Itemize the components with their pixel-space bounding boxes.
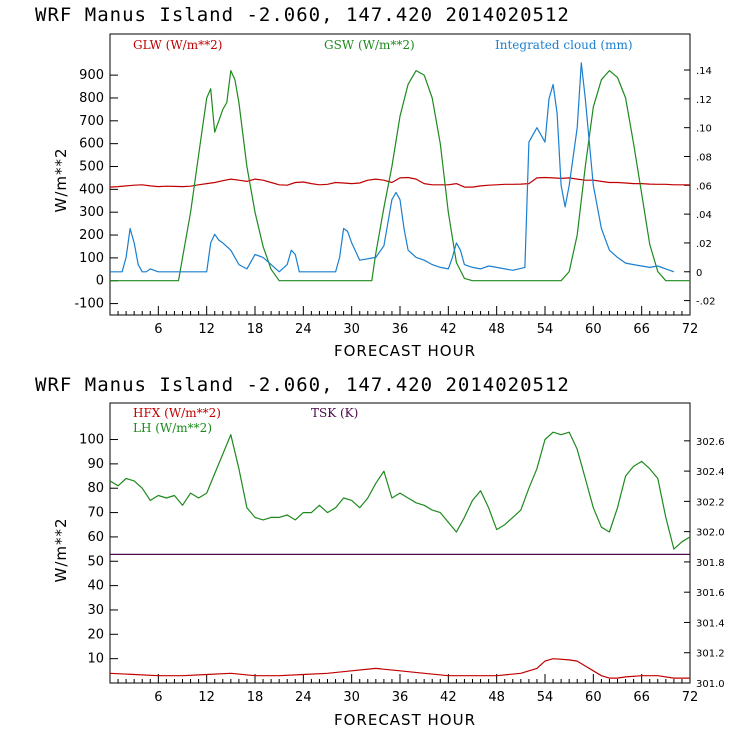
legend-integrated-cloud: Integrated cloud (mm) [495,38,633,52]
y2-tick-label: .02 [696,239,712,250]
x-axis: 6 12 18 24 30 36 42 48 54 60 66 72 [117,306,699,337]
x-tick-label: 60 [585,322,602,337]
y-tick-label: 80 [87,481,104,496]
series-group [109,62,690,282]
x-tick-label: 48 [488,690,505,705]
x-tick-label: 18 [247,322,264,337]
right-y-axis: -.02 0 .02 .04 .06 .08 .10 .12 .14 [684,66,716,308]
series-line-0 [109,176,690,188]
y-axis: -100 0 100 200 300 400 500 600 700 800 900 [74,68,118,312]
y2-tick-label: .14 [696,66,712,77]
series-line-1 [110,69,690,282]
y-tick-label: -100 [74,297,104,312]
y2-tick-label: 301.0 [696,679,725,690]
legend-hfx: HFX (W/m**2) [133,406,221,420]
x-tick-label: 54 [537,690,554,705]
radiation-cloud-chart: WRF Manus Island -2.060, 147.420 2014020… [35,4,716,360]
y2-tick-label: 302.2 [696,497,725,508]
y-axis-label: W/m**2 [52,147,70,212]
legend-glw: GLW (W/m**2) [133,38,222,52]
x-tick-label: 24 [295,322,312,337]
series-line-1 [109,431,691,550]
series-line-2 [110,62,675,273]
right-y-axis: 301.0 301.2 301.4 301.6 301.8 302.0 302.2 302.4… [684,437,725,690]
x-tick-label: 30 [343,322,360,337]
y2-tick-label: .04 [696,210,712,221]
flux-skin-temp-chart: WRF Manus Island -2.060, 147.420 2014020… [35,374,725,729]
legend-gsw: GSW (W/m**2) [324,38,415,52]
x-tick-label: 6 [154,322,162,337]
plot-frame [109,33,691,316]
y2-tick-label: .10 [696,124,712,135]
y2-tick-label: 301.2 [696,649,725,660]
x-axis: 6 12 18 24 30 36 42 48 54 60 66 72 [117,674,699,705]
y-tick-label: 100 [79,251,104,266]
x-tick-label: 24 [295,690,312,705]
y2-tick-label: 302.6 [696,437,725,448]
legend-lh: LH (W/m**2) [133,421,212,435]
series-line-0 [109,658,690,679]
x-tick-label: 48 [488,322,505,337]
y-tick-label: 0 [96,274,104,289]
y2-tick-label: 301.8 [696,558,725,569]
chart-title: WRF Manus Island -2.060, 147.420 2014020… [35,374,570,396]
x-tick-label: 36 [392,690,409,705]
y-tick-label: 40 [87,579,104,594]
y-tick-label: 800 [79,91,104,106]
y2-tick-label: .12 [696,95,712,106]
plot-frame [109,402,691,684]
y-tick-label: 70 [87,506,104,521]
x-tick-label: 12 [198,690,215,705]
y2-tick-label: .06 [696,181,712,192]
y2-tick-label: 301.4 [696,618,725,629]
y-tick-label: 600 [79,137,104,152]
x-tick-label: 18 [247,690,264,705]
y-tick-label: 10 [87,652,104,667]
y-tick-label: 500 [79,160,104,175]
y-tick-label: 20 [87,627,104,642]
legend-tsk: TSK (K) [311,406,358,420]
x-tick-label: 42 [440,690,457,705]
y-axis: 10 20 30 40 50 60 70 80 90 100 [79,433,118,667]
y2-tick-label: 302.0 [696,528,725,539]
x-tick-label: 60 [585,690,602,705]
y-tick-label: 400 [79,182,104,197]
y-axis-label: W/m**2 [52,517,70,582]
y2-tick-label: 0 [696,268,702,279]
x-tick-label: 6 [154,690,162,705]
x-tick-label: 66 [633,322,650,337]
x-tick-label: 72 [682,690,699,705]
x-tick-label: 30 [343,690,360,705]
y-tick-label: 700 [79,114,104,129]
y-tick-label: 30 [87,603,104,618]
y2-tick-label: 302.4 [696,467,725,478]
x-tick-label: 36 [392,322,409,337]
y2-tick-label: -.02 [696,297,716,308]
chart-title: WRF Manus Island -2.060, 147.420 2014020… [35,4,570,26]
y-tick-label: 300 [79,205,104,220]
x-tick-label: 42 [440,322,457,337]
y-tick-label: 60 [87,530,104,545]
x-axis-label: FORECAST HOUR [334,342,476,360]
y2-tick-label: 301.6 [696,588,725,599]
y-tick-label: 200 [79,228,104,243]
y-tick-label: 90 [87,457,104,472]
x-axis-label: FORECAST HOUR [334,711,476,729]
x-tick-label: 66 [633,690,650,705]
x-tick-label: 72 [682,322,699,337]
x-tick-label: 54 [537,322,554,337]
series-group [109,431,691,679]
y-tick-label: 100 [79,433,104,448]
y-tick-label: 50 [87,554,104,569]
y-tick-label: 900 [79,68,104,83]
y2-tick-label: .08 [696,152,712,163]
x-tick-label: 12 [198,322,215,337]
